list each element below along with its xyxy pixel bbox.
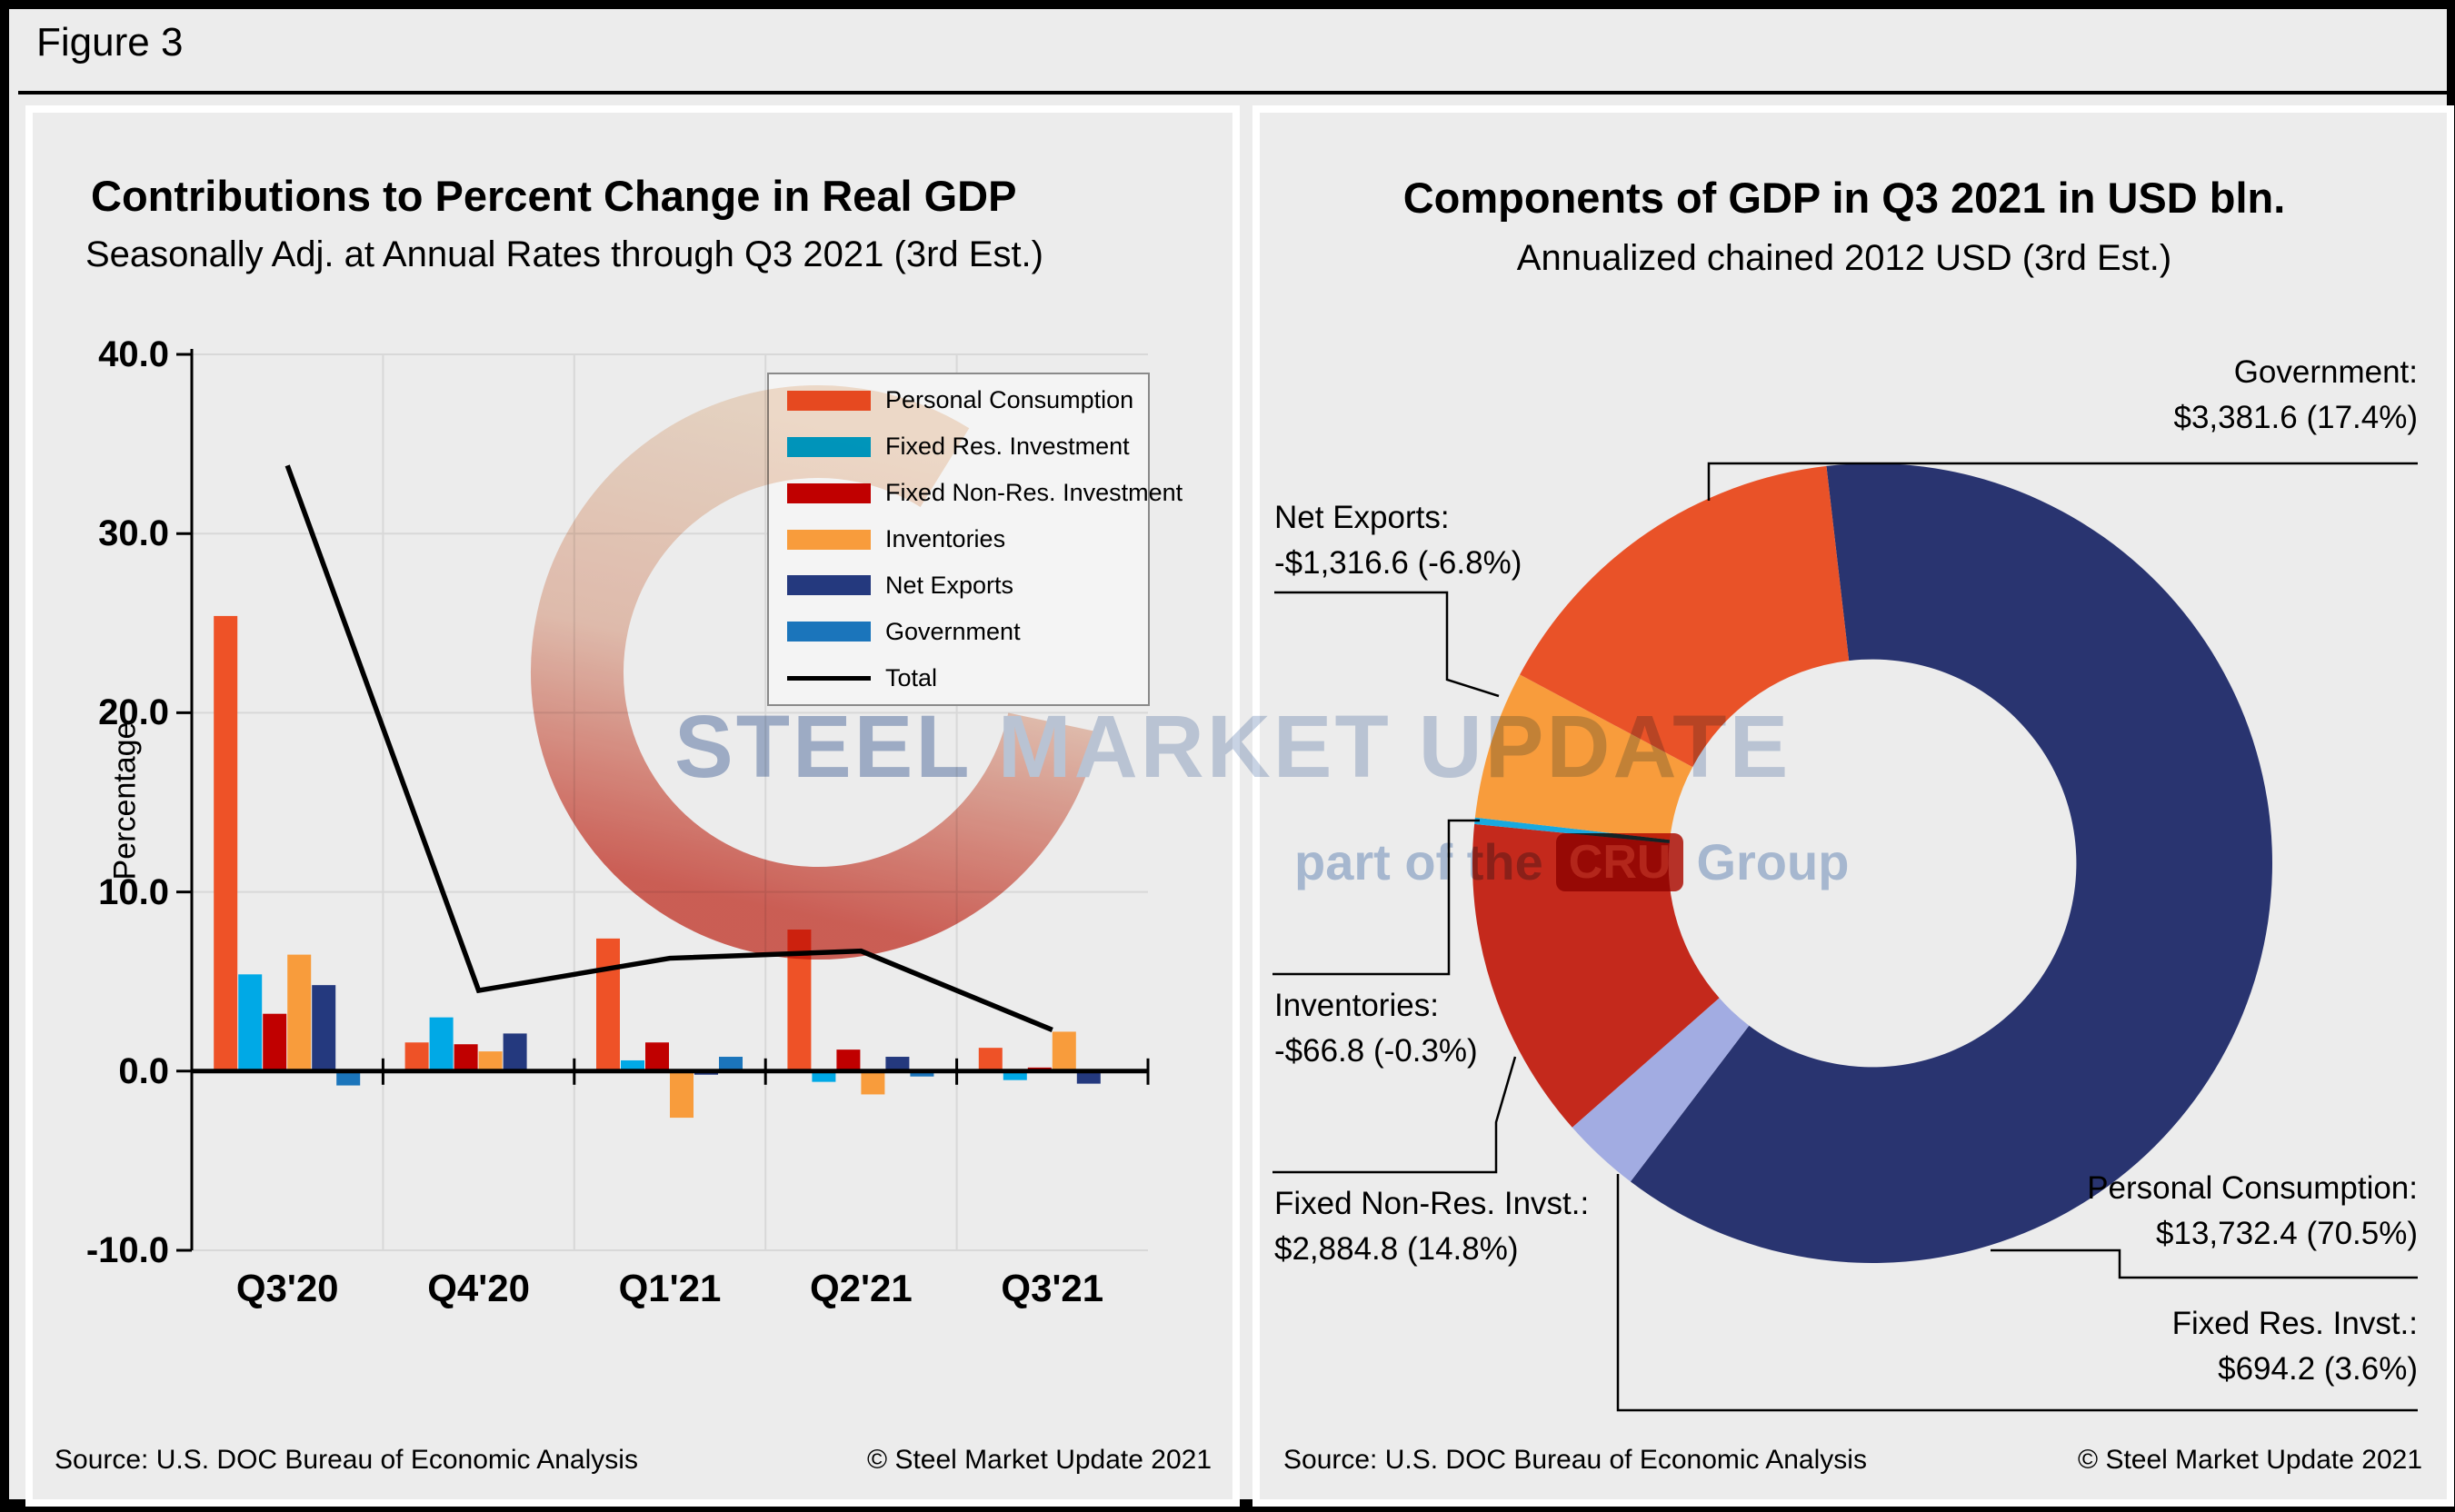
- leader-line: [1272, 819, 1480, 976]
- bar-fixed-res-investment: [1003, 1070, 1027, 1080]
- donut-slice-fixed-res-invst-: [1572, 998, 1750, 1182]
- bar-personal-consumption: [978, 1048, 1003, 1071]
- leader-line: [1272, 1056, 1517, 1174]
- bar-inventories: [287, 954, 312, 1071]
- leader-line: [1991, 1248, 2418, 1279]
- bar-personal-consumption: [214, 615, 238, 1071]
- bar-fixed-non-res-investment: [454, 1044, 478, 1071]
- leader-line: [1616, 1174, 2418, 1412]
- bar-fixed-res-investment: [621, 1059, 644, 1071]
- bar-net-exports: [885, 1057, 910, 1071]
- bar-fixed-res-investment: [238, 974, 263, 1071]
- leader-line: [1274, 591, 1500, 698]
- donut-slice-net-exports: [1474, 674, 1693, 841]
- bar-government: [336, 1070, 361, 1086]
- header-rule: [18, 91, 2455, 94]
- leader-line: [1707, 462, 2418, 501]
- bar-net-exports: [1076, 1070, 1101, 1084]
- bar-fixed-non-res-investment: [836, 1049, 861, 1071]
- donut-slice-fixed-non-res-invst-: [1472, 823, 1720, 1128]
- figure-label: Figure 3: [36, 20, 184, 65]
- bar-personal-consumption: [596, 938, 620, 1071]
- bar-government: [910, 1070, 934, 1077]
- bar-government: [719, 1057, 743, 1071]
- bar-fixed-non-res-investment: [263, 1013, 287, 1071]
- bar-fixed-res-investment: [812, 1070, 836, 1082]
- bar-net-exports: [312, 985, 336, 1071]
- donut-slice-government: [1520, 465, 1850, 768]
- bar-inventories: [670, 1070, 694, 1119]
- bar-fixed-res-investment: [429, 1017, 454, 1071]
- bar-personal-consumption: [404, 1042, 429, 1071]
- bar-fixed-non-res-investment: [645, 1042, 669, 1071]
- bar-net-exports: [503, 1033, 527, 1071]
- bar-inventories: [861, 1070, 885, 1095]
- bar-inventories: [478, 1051, 503, 1071]
- total-line: [284, 464, 1053, 1032]
- donut-slice-personal-consumption: [1630, 463, 2272, 1263]
- bar-inventories: [1052, 1031, 1076, 1071]
